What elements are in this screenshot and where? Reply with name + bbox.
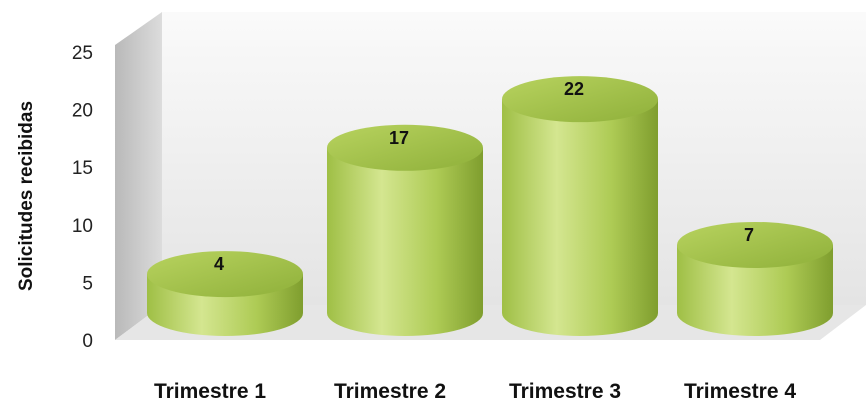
bar: [327, 124, 483, 336]
category-label: Trimestre 2: [334, 380, 446, 403]
category-label: Trimestre 4: [684, 380, 796, 403]
bars-group: [147, 76, 833, 336]
y-tick-label: 25: [72, 43, 93, 64]
bar: [502, 76, 658, 336]
category-labels: Trimestre 1 Trimestre 2 Trimestre 3 Trimest…: [154, 380, 796, 403]
chart-side-wall: [115, 12, 162, 340]
bar-top: [327, 124, 483, 171]
bar: [677, 221, 833, 336]
y-tick-label: 0: [82, 331, 93, 352]
bar-body: [677, 244, 833, 336]
y-tick-label: 5: [82, 273, 93, 294]
category-label: Trimestre 1: [154, 380, 266, 403]
bar-top: [677, 221, 833, 268]
bar-body: [327, 147, 483, 336]
category-label: Trimestre 3: [509, 380, 621, 403]
data-labels: 4 17 22 7: [214, 79, 754, 274]
data-label: 4: [214, 254, 224, 274]
y-axis-ticks: 0 5 10 15 20 25: [72, 43, 93, 352]
bar-body: [502, 99, 658, 336]
y-axis-title: Solicitudes recibidas: [16, 101, 37, 291]
data-label: 22: [564, 79, 584, 99]
data-label: 17: [389, 128, 409, 148]
bar-top: [502, 76, 658, 123]
bar-top: [147, 251, 303, 298]
y-tick-label: 10: [72, 216, 93, 237]
data-label: 7: [744, 225, 754, 245]
bar: [147, 251, 303, 336]
y-tick-label: 20: [72, 101, 93, 122]
y-tick-label: 15: [72, 158, 93, 179]
